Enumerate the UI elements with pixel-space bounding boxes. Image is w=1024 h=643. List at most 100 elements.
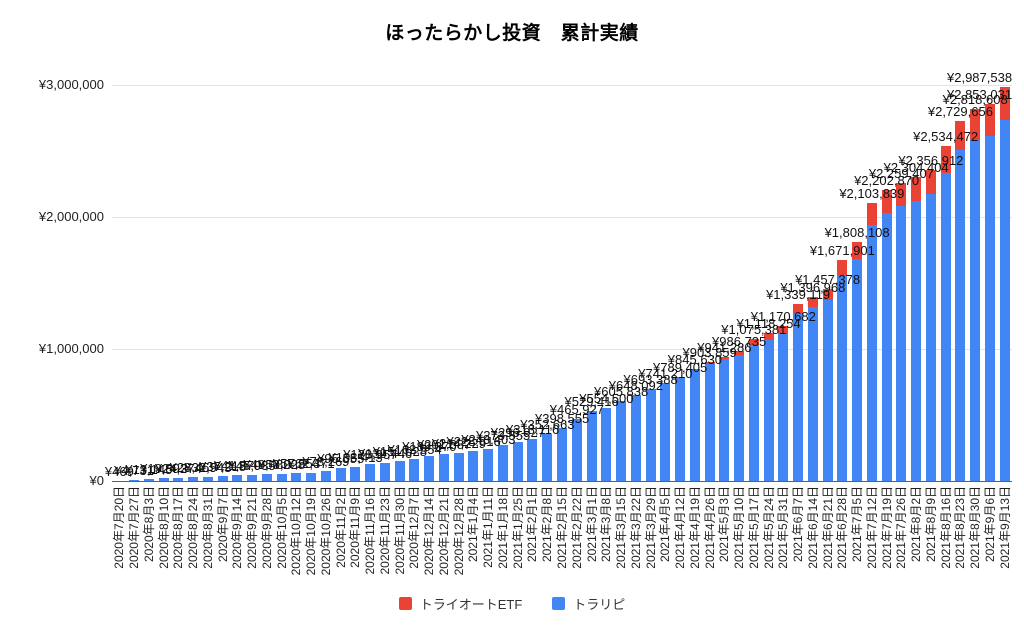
bar-segment-toraripi	[571, 419, 582, 481]
bar-segment-toraripi	[748, 345, 759, 481]
data-label: ¥139,446	[357, 445, 413, 461]
data-label: ¥1,457,378	[795, 271, 861, 287]
chart-title: ほったらかし投資 累計実績	[385, 23, 639, 44]
data-label: ¥1,075,381	[721, 322, 787, 338]
bar-segment-toraripi	[483, 448, 494, 481]
bar	[468, 450, 479, 481]
bar-segment-toraripi	[497, 444, 508, 481]
y-axis-label: ¥3,000,000	[38, 77, 104, 92]
bar	[335, 468, 346, 481]
bar	[247, 474, 258, 481]
x-axis-label: 2021年5月17日	[746, 486, 761, 569]
x-axis-label: 2021年4月19日	[687, 486, 702, 569]
bar	[158, 478, 169, 481]
x-axis-label: 2021年8月2日	[909, 486, 924, 563]
data-label: ¥53,028	[258, 457, 306, 472]
bar-segment-toraripi	[763, 340, 774, 481]
data-label: ¥529,416	[564, 394, 619, 410]
bar-segment-toraripi	[424, 456, 435, 481]
bar-segment-toraripi	[704, 362, 715, 481]
bar	[970, 108, 981, 481]
bar	[704, 361, 715, 481]
bar-segment-triauto-etf	[822, 288, 833, 301]
bar-segment-toraripi	[837, 275, 848, 481]
bar-segment-triauto-etf	[866, 203, 877, 225]
bar	[896, 182, 907, 481]
x-axis-label: 2021年4月26日	[702, 486, 717, 569]
bar	[866, 203, 877, 481]
bar	[778, 326, 789, 481]
bar	[291, 473, 302, 481]
gridline	[112, 217, 1012, 218]
x-axis-label: 2020年8月31日	[200, 486, 215, 569]
x-axis-label: 2021年8月9日	[923, 486, 938, 563]
bar-segment-toraripi	[247, 474, 258, 481]
bar-segment-toraripi	[438, 454, 449, 481]
x-axis-label: 2020年11月30日	[392, 486, 407, 575]
x-axis-label: 2021年1月25日	[510, 486, 525, 569]
data-label: ¥693,388	[623, 372, 678, 388]
bar	[497, 444, 508, 481]
legend-item: トラリピ	[552, 594, 625, 613]
legend: トライオートETF トラリピ	[0, 594, 1024, 613]
gridline	[112, 85, 1012, 86]
x-axis-label: 2021年3月8日	[599, 486, 614, 563]
bar	[232, 475, 243, 481]
bar	[217, 476, 228, 481]
data-label: ¥201,887	[416, 437, 472, 453]
bar	[571, 419, 582, 481]
bar-segment-triauto-etf	[852, 242, 863, 260]
x-axis-label: 2021年4月12日	[673, 486, 688, 569]
bar	[512, 441, 523, 481]
data-label: ¥605,838	[594, 384, 649, 400]
legend-label: トラリピ	[573, 597, 626, 612]
bar	[261, 474, 272, 481]
bar-segment-toraripi	[557, 428, 567, 481]
bar-segment-toraripi	[409, 459, 420, 481]
bar	[925, 169, 936, 481]
x-axis-label: 2020年12月28日	[451, 486, 466, 576]
bar-segment-toraripi	[822, 300, 833, 481]
x-axis-label: 2021年9月6日	[982, 486, 997, 563]
data-label: ¥95,555	[317, 451, 365, 467]
bar-segment-toraripi	[217, 476, 228, 481]
bar	[453, 452, 464, 481]
bar-segment-toraripi	[468, 450, 479, 481]
bar	[601, 407, 612, 481]
x-axis-label: 2021年5月3日	[717, 486, 732, 563]
bar	[763, 333, 774, 481]
bar	[911, 176, 922, 481]
x-axis-label: 2021年3月1日	[584, 486, 599, 563]
bar	[320, 470, 331, 481]
data-label: ¥789,405	[653, 359, 708, 375]
data-label: ¥151,028	[372, 444, 427, 460]
bar-segment-triauto-etf	[704, 361, 715, 363]
data-label: ¥2,356,912	[898, 152, 964, 168]
x-axis-label: 2021年6月14日	[805, 486, 820, 569]
bar-segment-triauto-etf	[763, 333, 774, 341]
bar	[586, 411, 597, 481]
data-label: ¥296,927	[490, 424, 545, 440]
legend-swatch	[552, 597, 566, 610]
data-label: ¥128,957	[343, 446, 398, 462]
data-label: ¥1,118,254	[736, 316, 801, 332]
bar-segment-triauto-etf	[881, 190, 892, 213]
x-axis-label: 2021年7月12日	[864, 486, 879, 569]
x-axis-label: 2020年9月7日	[215, 486, 230, 563]
bar	[852, 242, 863, 481]
x-axis-label: 2021年5月31日	[776, 486, 791, 569]
bar-segment-toraripi	[173, 477, 184, 481]
bar	[807, 296, 818, 481]
bar-segment-toraripi	[542, 434, 553, 481]
y-axis-label: ¥2,000,000	[38, 209, 104, 224]
bar-segment-triauto-etf	[911, 176, 922, 201]
x-axis-label: 2021年1月11日	[481, 486, 496, 568]
bar	[660, 383, 671, 481]
x-axis-label: 2020年12月21日	[436, 486, 451, 576]
data-label: ¥318,116	[505, 422, 560, 437]
x-axis-label: 2020年8月24日	[186, 486, 201, 569]
x-axis-label: 2021年2月1日	[525, 486, 540, 563]
bar-segment-toraripi	[129, 480, 140, 481]
bar	[438, 454, 449, 481]
bar	[424, 456, 435, 481]
